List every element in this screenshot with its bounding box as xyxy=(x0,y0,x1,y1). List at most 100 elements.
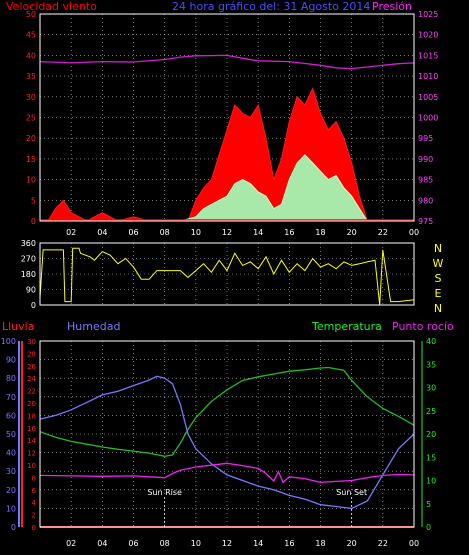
temp-x-tick: 18 xyxy=(315,539,325,548)
wind-x-tick: 22 xyxy=(378,228,388,237)
pressure-y-tick: 985 xyxy=(418,176,433,185)
compass-label: S xyxy=(435,272,442,285)
temperature-y-tick: 5 xyxy=(426,500,431,509)
humidity-series xyxy=(39,375,415,510)
humidity-y-tick: 20 xyxy=(6,486,16,495)
wind-y-tick: 0 xyxy=(31,217,36,226)
pressure-y-tick: 990 xyxy=(418,155,433,164)
temperature-y-tick: 0 xyxy=(426,523,431,532)
temp-x-tick: 08 xyxy=(160,539,170,548)
wind-x-tick: 02 xyxy=(66,228,76,237)
rain-y-tick: 16 xyxy=(27,425,36,433)
temp-x-tick: 14 xyxy=(253,539,263,548)
direction-y-tick: 270 xyxy=(21,255,36,264)
wind-y-tick: 5 xyxy=(31,196,36,205)
temperature-y-tick: 40 xyxy=(426,337,436,346)
humidity-y-tick: 100 xyxy=(1,337,16,346)
humidity-y-tick: 0 xyxy=(11,523,16,532)
compass-label: N xyxy=(434,242,442,255)
rain-y-tick: 24 xyxy=(27,375,36,383)
wind-x-tick: 16 xyxy=(284,228,294,237)
pressure-y-tick: 1020 xyxy=(418,31,438,40)
humidity-y-tick: 60 xyxy=(6,411,16,420)
wind-y-tick: 30 xyxy=(26,93,36,102)
rain-y-tick: 4 xyxy=(32,499,37,507)
temperature-y-tick: 30 xyxy=(426,384,436,393)
wind-x-tick: 20 xyxy=(347,228,357,237)
rain-y-tick: 2 xyxy=(32,512,36,520)
wind-y-tick: 45 xyxy=(26,31,36,40)
pressure-y-tick: 1025 xyxy=(418,10,438,19)
wind-plot-frame xyxy=(39,13,415,222)
temperature-axis-label: Temperatura xyxy=(311,320,382,333)
wind-x-tick: 06 xyxy=(128,228,138,237)
wind-x-tick: 08 xyxy=(160,228,170,237)
sun-marker-label: Sun Rise xyxy=(147,488,182,497)
wind-x-tick: 04 xyxy=(97,228,107,237)
wind-x-tick: 18 xyxy=(315,228,325,237)
temp-x-tick: 20 xyxy=(347,539,357,548)
humidity-axis-label: Humedad xyxy=(67,320,120,333)
humidity-y-tick: 10 xyxy=(6,504,16,513)
temp-x-tick: 04 xyxy=(97,539,107,548)
humidity-y-tick: 80 xyxy=(6,374,16,383)
wind-y-tick: 35 xyxy=(26,72,36,81)
wind-y-tick: 10 xyxy=(26,176,36,185)
pressure-y-tick: 1005 xyxy=(418,93,438,102)
pressure-y-tick: 980 xyxy=(418,196,433,205)
pressure-y-tick: 995 xyxy=(418,134,433,143)
pressure-y-tick: 1015 xyxy=(418,51,438,60)
pressure-y-tick: 975 xyxy=(418,217,433,226)
rain-y-tick: 28 xyxy=(27,350,36,358)
rain-y-tick: 18 xyxy=(27,412,36,420)
wind-x-tick: 14 xyxy=(253,228,263,237)
rain-y-tick: 10 xyxy=(27,462,36,470)
wind-speed-label: Velocidad viento xyxy=(6,0,97,13)
temp-x-tick: 22 xyxy=(378,539,388,548)
direction-y-tick: 90 xyxy=(26,286,36,295)
wind-y-tick: 40 xyxy=(26,51,36,60)
wind-x-tick: 10 xyxy=(191,228,201,237)
pressure-y-tick: 1000 xyxy=(418,114,438,123)
sun-marker-label: Sun Set xyxy=(336,488,367,497)
rain-y-tick: 30 xyxy=(27,338,36,346)
direction-y-tick: 360 xyxy=(21,239,36,248)
rain-y-tick: 26 xyxy=(27,363,36,371)
direction-y-tick: 180 xyxy=(21,270,36,279)
temp-x-tick: 16 xyxy=(284,539,294,548)
temp-x-tick: 02 xyxy=(66,539,76,548)
humidity-y-tick: 70 xyxy=(6,393,16,402)
direction-y-tick: 0 xyxy=(31,301,36,310)
temp-plot-frame xyxy=(39,340,415,528)
wind-x-tick: 00 xyxy=(409,228,419,237)
direction-plot-background xyxy=(40,243,414,305)
dewpoint-axis-label: Punto rocío xyxy=(392,320,454,333)
dewpoint-series xyxy=(39,462,415,484)
direction-series xyxy=(39,247,415,306)
temperature-y-tick: 15 xyxy=(426,453,436,462)
wind-y-tick: 20 xyxy=(26,134,36,143)
temperature-y-tick: 35 xyxy=(426,360,436,369)
wind-x-tick: 12 xyxy=(222,228,232,237)
compass-label: W xyxy=(433,257,444,270)
rain-y-tick: 0 xyxy=(32,524,36,532)
wind-y-tick: 15 xyxy=(26,155,36,164)
humidity-y-tick: 90 xyxy=(6,356,16,365)
temp-x-tick: 10 xyxy=(191,539,201,548)
pressure-label: Presión xyxy=(372,0,412,13)
rain-y-tick: 6 xyxy=(32,487,37,495)
direction-plot-frame xyxy=(39,242,415,306)
chart-title: 24 hora gráfico del: 31 Agosto 2014 xyxy=(172,0,370,13)
pressure-series xyxy=(39,54,415,70)
average-wind-series xyxy=(40,154,414,222)
humidity-y-tick: 50 xyxy=(6,430,16,439)
rain-y-tick: 12 xyxy=(27,450,36,458)
temperature-y-tick: 25 xyxy=(426,407,436,416)
humidity-y-tick: 30 xyxy=(6,467,16,476)
temp-x-tick: 06 xyxy=(128,539,138,548)
temp-x-tick: 00 xyxy=(409,539,419,548)
rain-axis-label: Lluvia xyxy=(2,320,34,333)
temperature-y-tick: 10 xyxy=(426,477,436,486)
rain-y-tick: 20 xyxy=(27,400,36,408)
